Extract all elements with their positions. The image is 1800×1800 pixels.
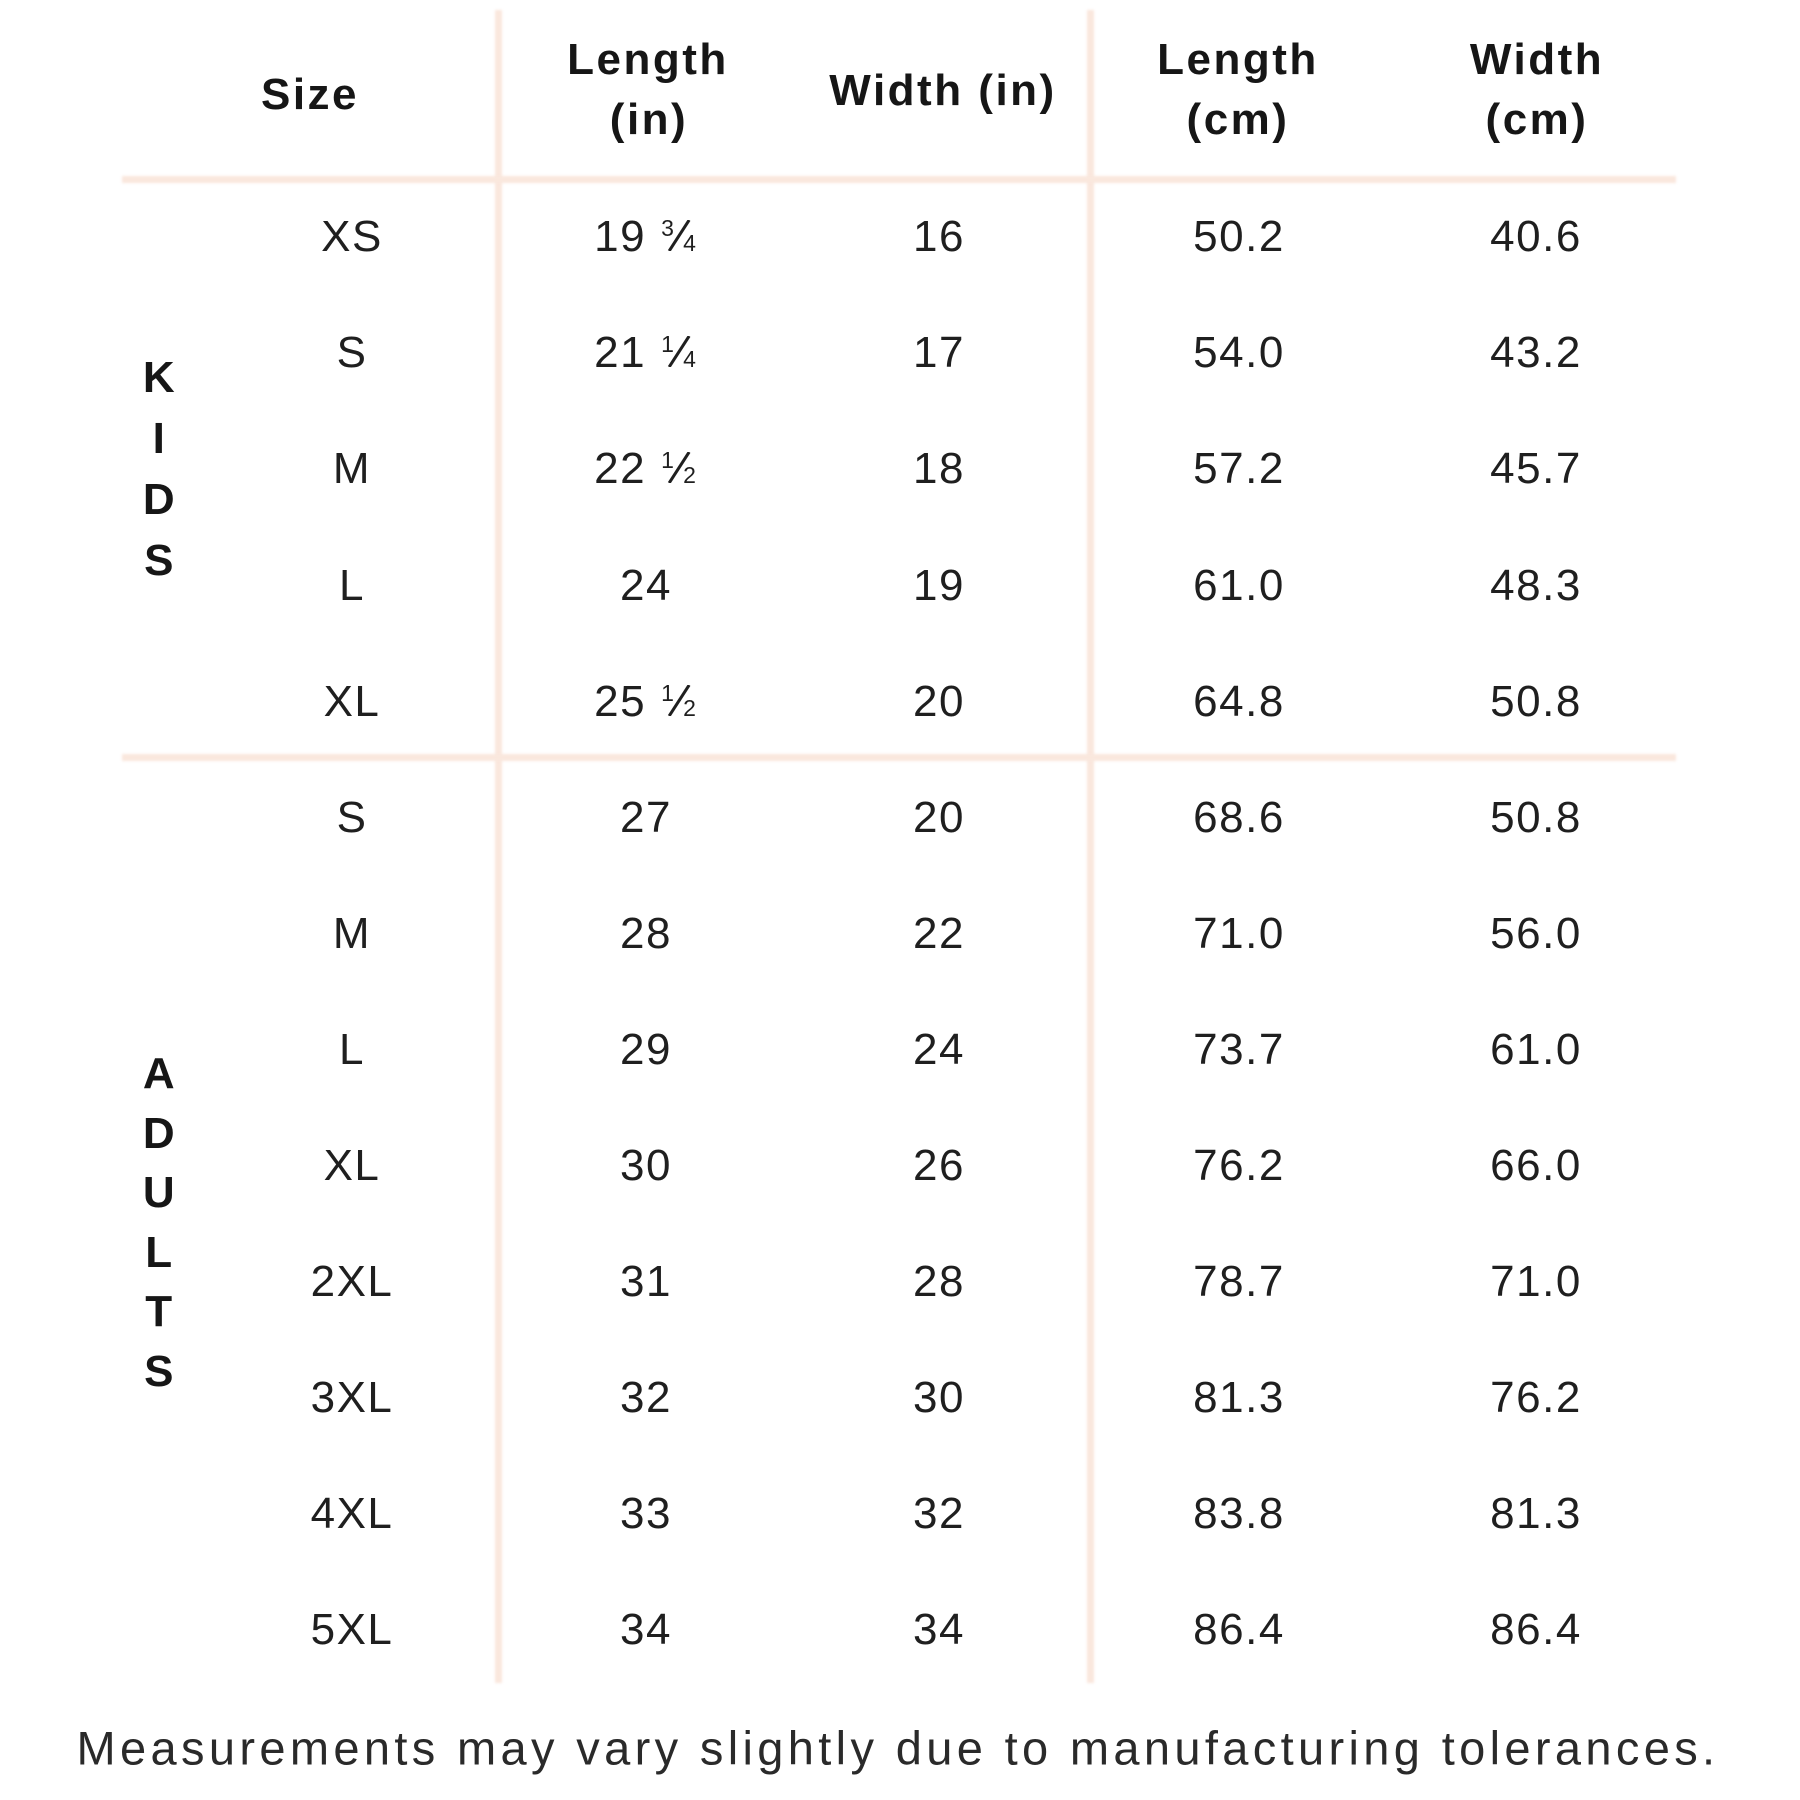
- svg-text:1: 1: [661, 452, 675, 473]
- svg-text:1: 1: [661, 336, 675, 357]
- svg-text:2: 2: [683, 462, 697, 483]
- svg-text:2: 2: [683, 695, 697, 716]
- svg-text:4: 4: [683, 230, 697, 251]
- svg-text:4: 4: [683, 346, 697, 367]
- svg-text:1: 1: [661, 685, 675, 706]
- svg-text:3: 3: [661, 220, 675, 241]
